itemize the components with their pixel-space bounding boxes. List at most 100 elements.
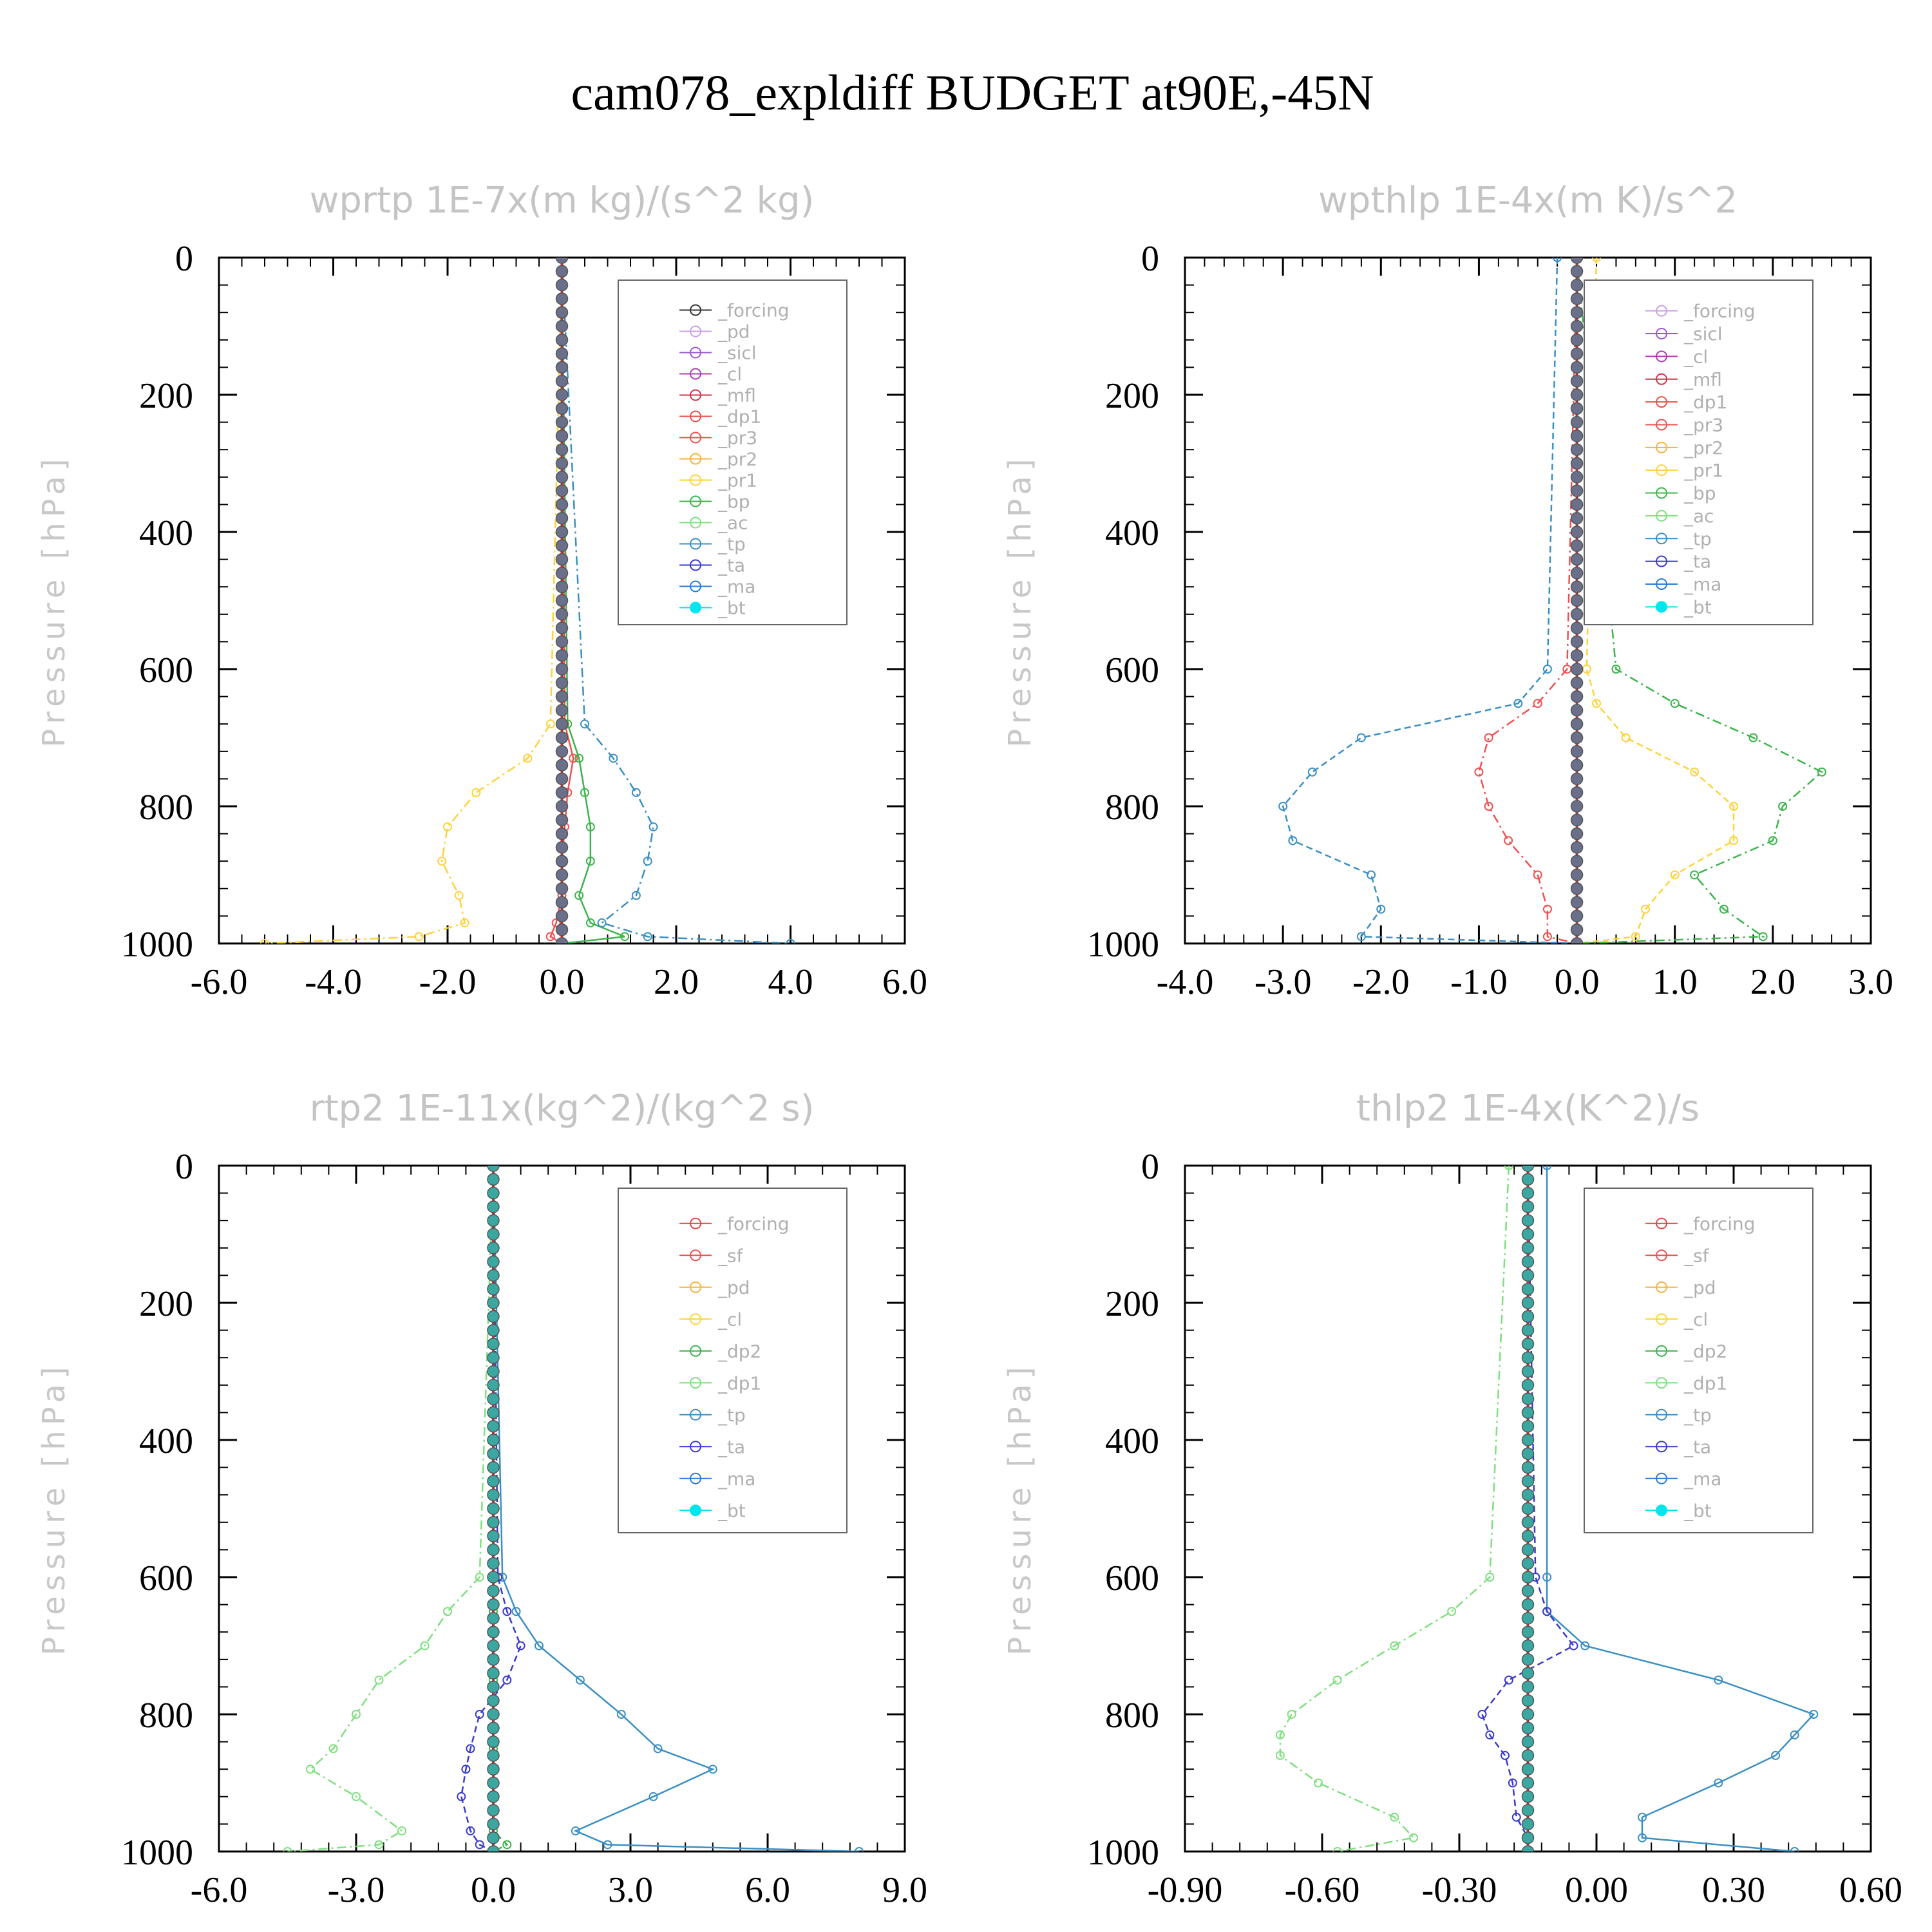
legend-label: _forcing (717, 1213, 790, 1235)
y-tick-label: 600 (139, 1558, 193, 1598)
series-point (1542, 1607, 1552, 1616)
series-point (1621, 733, 1631, 743)
x-tick-label: 0.00 (1565, 1870, 1628, 1910)
legend-label: _bt (1683, 1500, 1712, 1521)
series-point (1758, 932, 1768, 942)
series-line-bp (561, 258, 625, 943)
series-point (1501, 1750, 1510, 1760)
legend-marker (690, 304, 701, 316)
series-point (620, 932, 630, 942)
panel-title: wpthlp 1E-4x(m K)/s^2 (1318, 180, 1738, 222)
legend-marker (690, 601, 701, 614)
series-point (649, 1792, 658, 1801)
series-point (1771, 1750, 1781, 1760)
legend-marker (690, 1281, 701, 1293)
series-point (1409, 1833, 1418, 1842)
x-tick-label: -2.0 (1352, 962, 1410, 1002)
legend-marker (1656, 373, 1667, 385)
series-point (516, 1641, 526, 1651)
series-point (1390, 1812, 1399, 1822)
series-point (1485, 1730, 1495, 1739)
y-axis-label: Pressure [hPa] (1002, 453, 1038, 747)
series-point (1332, 1675, 1342, 1685)
series-point (1511, 1812, 1521, 1822)
legend-label: _dp1 (1683, 392, 1727, 413)
y-tick-label: 0 (175, 239, 193, 279)
series-point (420, 1641, 430, 1651)
x-tick-label: -4.0 (305, 962, 362, 1002)
x-tick-label: -6.0 (191, 962, 248, 1002)
y-tick-label: 1000 (121, 925, 193, 965)
series-point (475, 1710, 484, 1719)
y-axis-label: Pressure [hPa] (36, 1361, 72, 1655)
series-point (1287, 1710, 1296, 1719)
legend-marker (690, 1504, 701, 1517)
panel-3: rtp2 1E-11x(kg^2)/(kg^2 s) Pressure [hPa]… (36, 1088, 927, 1910)
legend-label: _pr2 (1683, 437, 1723, 459)
legend-label: _pr1 (1683, 460, 1723, 481)
legend-label: _bt (717, 1500, 746, 1521)
series-point (1477, 1710, 1487, 1719)
x-tick-label: 0.0 (471, 1870, 516, 1910)
legend-label: _tp (1683, 1405, 1712, 1426)
x-tick-label: -0.60 (1285, 1870, 1360, 1910)
series-line-pr3 (1478, 258, 1578, 943)
series-point (1768, 836, 1777, 846)
series-point (1474, 767, 1484, 777)
legend-label: _tp (717, 1405, 746, 1426)
legend-label: _mfl (717, 385, 756, 406)
legend-label: _dp2 (717, 1341, 761, 1362)
panel-title: thlp2 1E-4x(K^2)/s (1356, 1088, 1700, 1130)
series-point (443, 822, 452, 831)
series-point (1714, 1778, 1723, 1788)
legend-marker (1656, 328, 1667, 340)
legend-label: _sf (1683, 1245, 1710, 1266)
legend-label: _forcing (1683, 301, 1756, 322)
y-tick-label: 400 (1105, 513, 1159, 553)
series-point (631, 891, 641, 900)
series-point (643, 857, 652, 866)
series-point (502, 1675, 512, 1685)
x-tick-label: 3.0 (1848, 962, 1893, 1002)
series-point (1729, 836, 1738, 846)
legend-marker (1656, 578, 1667, 590)
series-point (1638, 1833, 1647, 1842)
legend-label: _dp1 (717, 406, 761, 428)
y-tick-label: 800 (1105, 788, 1159, 828)
series-point (471, 788, 481, 797)
legend-marker (690, 1249, 701, 1262)
series-point (260, 939, 269, 943)
legend-label: _sicl (1683, 323, 1723, 345)
legend-label: _pd (717, 1277, 750, 1298)
panel-title: rtp2 1E-11x(kg^2)/(kg^2 s) (310, 1088, 815, 1130)
series-point (1504, 1166, 1513, 1170)
x-tick-label: -3.0 (1255, 962, 1312, 1002)
series-point (1748, 733, 1758, 743)
series-point (1275, 1750, 1285, 1760)
zero-profile-markers (487, 1166, 500, 1852)
x-tick-label: -0.90 (1148, 1870, 1223, 1910)
legend-marker (1656, 305, 1667, 317)
y-tick-label: 1000 (121, 1833, 193, 1873)
series-point (306, 1765, 315, 1774)
panel-1: wprtp 1E-7x(m kg)/(s^2 kg) Pressure [hPa]… (36, 180, 927, 1002)
series-point (511, 1607, 521, 1616)
x-tick-label: 2.0 (654, 962, 699, 1002)
y-tick-label: 1000 (1087, 925, 1159, 965)
series-point (1288, 836, 1298, 846)
series-point (1447, 1607, 1457, 1616)
plot-area (1275, 1166, 1819, 1852)
x-tick-label: -6.0 (191, 1870, 248, 1910)
series-point (1690, 870, 1700, 880)
series-point (597, 918, 607, 928)
series-point (1484, 802, 1493, 811)
series-point (855, 1847, 864, 1852)
plot-frame (1184, 256, 1872, 945)
legend-label: _pr1 (717, 470, 757, 491)
legend-label: _forcing (1683, 1213, 1756, 1235)
legend-label: _ta (717, 1436, 745, 1457)
y-tick-label: 200 (1105, 376, 1159, 416)
y-tick-label: 0 (1141, 1147, 1159, 1187)
y-tick-label: 600 (1105, 1558, 1159, 1598)
y-tick-label: 1000 (1087, 1833, 1159, 1873)
